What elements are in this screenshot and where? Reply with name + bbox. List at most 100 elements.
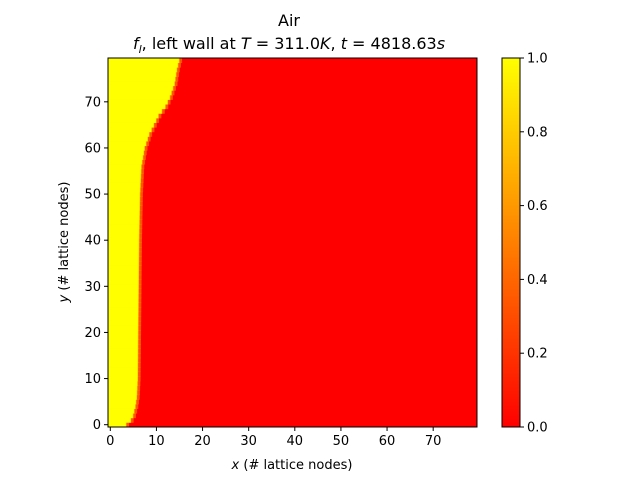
interface-cell: [138, 247, 142, 253]
liquid-row: [108, 284, 139, 290]
liquid-row: [108, 274, 139, 280]
liquid-row: [108, 182, 141, 188]
liquid-row: [108, 297, 139, 303]
interface-cell: [137, 339, 141, 345]
liquid-row: [108, 334, 139, 340]
liquid-row: [108, 311, 139, 317]
liquid-row: [108, 122, 155, 128]
interface-cell: [137, 376, 141, 382]
interface-cell: [141, 164, 145, 170]
x-tick-label: 10: [148, 434, 165, 449]
heatmap-liquid-region: [108, 58, 183, 428]
liquid-row: [108, 293, 139, 299]
liquid-row: [108, 104, 166, 110]
interface-cell: [138, 228, 143, 234]
liquid-row: [108, 242, 140, 248]
interface-cell: [161, 108, 165, 114]
interface-cell: [135, 403, 139, 409]
interface-cell: [140, 177, 144, 183]
interface-cell: [171, 90, 175, 96]
interface-cell: [139, 219, 143, 225]
interface-cell: [137, 316, 142, 322]
liquid-row: [108, 196, 141, 202]
plot-frame: [107, 57, 478, 428]
chart-title: Air: [278, 11, 300, 30]
liquid-row: [108, 330, 139, 336]
interface-cell: [145, 141, 150, 147]
liquid-row: [108, 219, 140, 225]
interface-cell: [172, 85, 176, 91]
liquid-row: [108, 417, 132, 423]
liquid-row: [108, 81, 175, 87]
liquid-row: [108, 164, 142, 170]
liquid-row: [108, 343, 139, 349]
interface-cell: [137, 334, 141, 340]
liquid-row: [108, 371, 139, 377]
liquid-row: [108, 403, 136, 409]
liquid-row: [108, 302, 139, 308]
liquid-row: [108, 260, 140, 266]
interface-cell: [140, 173, 144, 179]
liquid-row: [108, 205, 141, 211]
liquid-row: [108, 94, 171, 100]
liquid-row: [108, 177, 141, 183]
interface-cell: [137, 353, 141, 359]
heatmap-plot-area: [107, 57, 478, 428]
x-tick-label: 60: [379, 434, 396, 449]
liquid-row: [108, 168, 142, 174]
interface-cell: [139, 187, 144, 193]
liquid-row: [108, 385, 138, 391]
liquid-row: [108, 348, 139, 354]
y-tick-label: 30: [84, 280, 101, 295]
liquid-row: [108, 376, 138, 382]
interface-cell: [138, 233, 143, 239]
liquid-row: [108, 339, 139, 345]
liquid-row: [108, 150, 145, 156]
liquid-row: [108, 76, 176, 82]
liquid-row: [108, 367, 139, 373]
interface-cell: [135, 399, 139, 405]
interface-cell: [125, 422, 130, 428]
colorbar-tick-label: 0.8: [527, 125, 548, 140]
interface-cell: [138, 251, 142, 257]
interface-cell: [141, 159, 146, 165]
interface-cell: [138, 265, 142, 271]
liquid-row: [108, 288, 139, 294]
interface-cell: [138, 237, 142, 243]
interface-cell: [139, 200, 143, 206]
interface-cell: [176, 67, 180, 73]
interface-cell: [139, 210, 143, 216]
liquid-row: [108, 214, 140, 220]
liquid-row: [108, 224, 140, 230]
interface-cell: [137, 362, 141, 368]
interface-cell: [137, 330, 142, 336]
interface-cell: [147, 136, 151, 142]
liquid-row: [108, 131, 150, 137]
liquid-row: [108, 141, 147, 147]
interface-cell: [175, 71, 180, 77]
interface-cell: [138, 293, 142, 299]
interface-cell: [138, 279, 142, 285]
interface-cell: [138, 297, 142, 303]
interface-cell: [139, 224, 143, 230]
y-tick-label: 50: [84, 188, 101, 203]
liquid-row: [108, 200, 141, 206]
liquid-row: [108, 233, 140, 239]
interface-cell: [138, 311, 142, 317]
interface-cell: [137, 348, 141, 354]
liquid-row: [108, 279, 139, 285]
y-axis-label: y (# lattice nodes): [57, 182, 72, 304]
liquid-row: [108, 67, 178, 73]
colorbar: 0.0 0.2 0.4 0.6 0.8 1.0: [501, 52, 548, 436]
interface-cell: [137, 367, 141, 373]
colorbar-tick-label: 0.2: [527, 347, 548, 362]
y-tick-label: 20: [84, 326, 101, 341]
colorbar-tick-label: 1.0: [527, 52, 548, 67]
interface-cell: [151, 127, 155, 133]
liquid-row: [108, 228, 140, 234]
interface-cell: [132, 413, 136, 419]
interface-cell: [136, 385, 141, 391]
y-tick-label: 40: [84, 234, 101, 249]
liquid-row: [108, 117, 157, 123]
liquid-row: [108, 145, 145, 151]
